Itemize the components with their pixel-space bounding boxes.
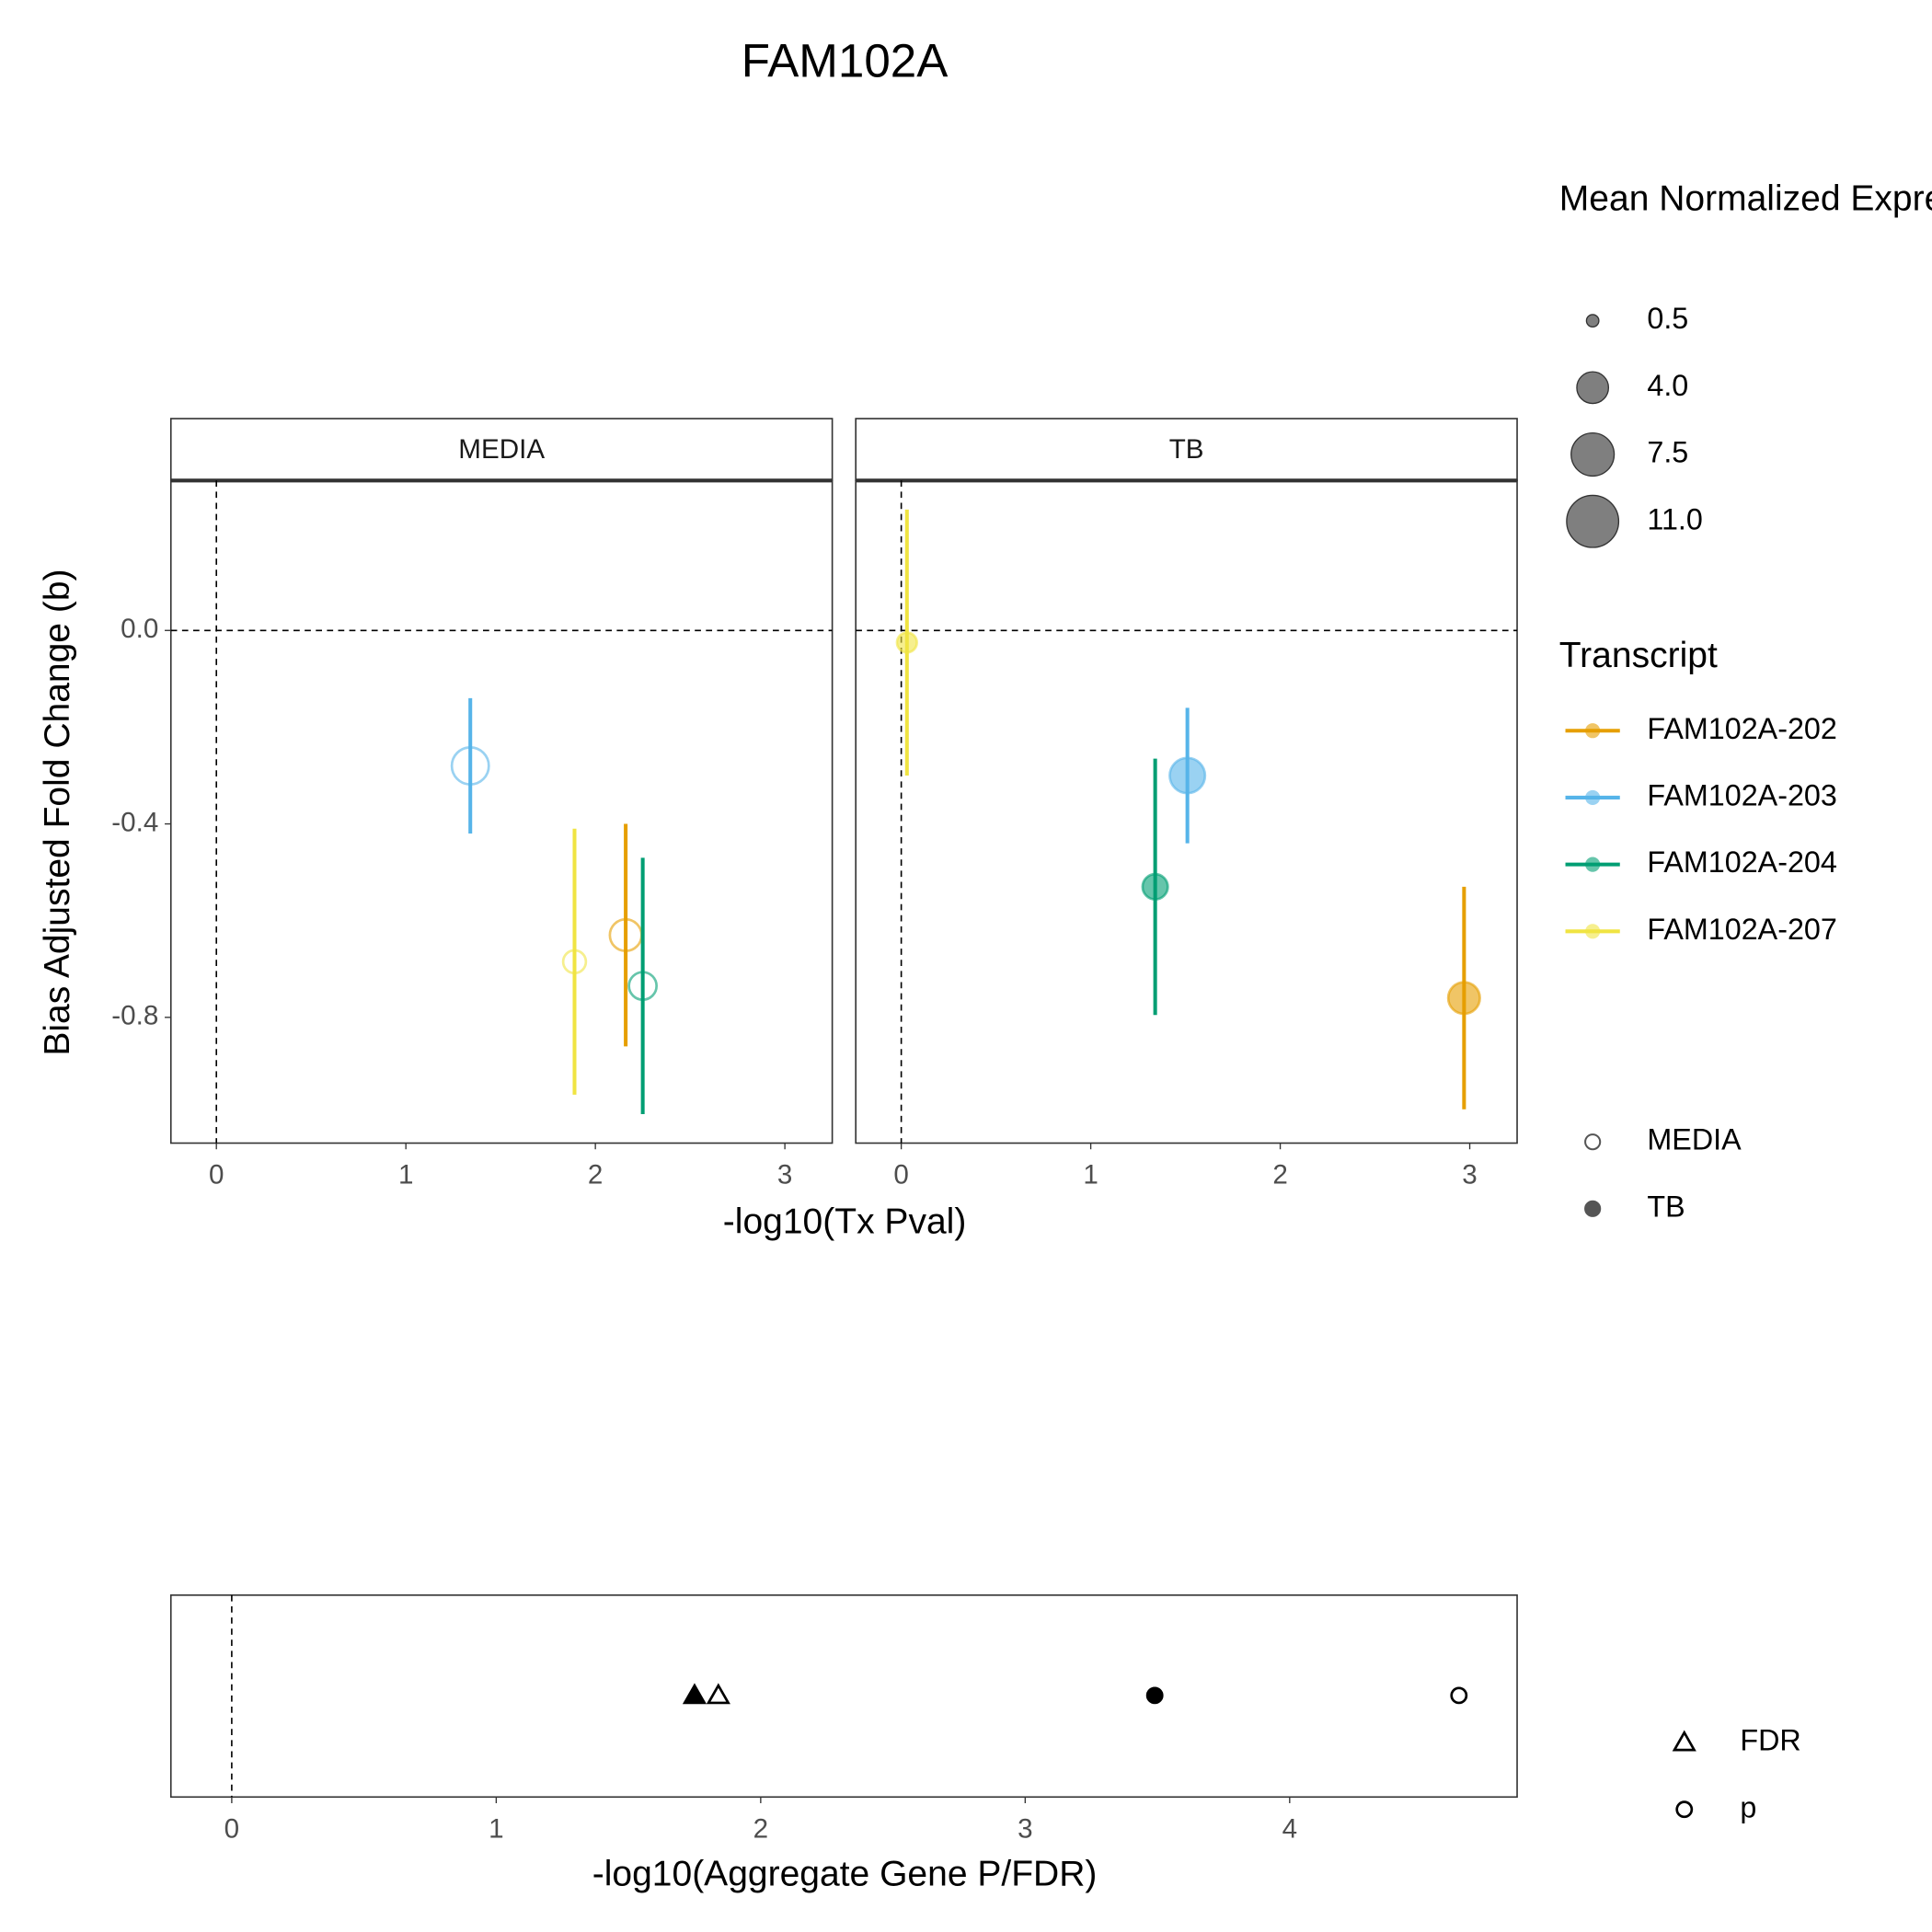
legend-label: FAM102A-203 <box>1647 778 1836 811</box>
legend-label: MEDIA <box>1647 1123 1742 1156</box>
legend-title: Transcript <box>1559 636 1718 675</box>
x-tick-label: 3 <box>777 1160 792 1190</box>
x-axis-title: -log10(Aggregate Gene P/FDR) <box>592 1855 1098 1894</box>
legend-key <box>1585 789 1601 805</box>
y-tick-label: -0.8 <box>111 1001 158 1031</box>
legend-label: FDR <box>1740 1724 1800 1757</box>
legend-key <box>1672 1730 1696 1752</box>
legend-key <box>1585 924 1601 939</box>
x-tick-label: 1 <box>398 1160 413 1190</box>
point <box>627 971 658 1001</box>
x-tick-label: 2 <box>753 1813 768 1844</box>
panel <box>169 479 834 1144</box>
point <box>450 746 490 786</box>
legend-key <box>1570 431 1616 477</box>
strip <box>169 418 834 482</box>
x-tick-label: 3 <box>1018 1813 1032 1844</box>
x-tick-label: 2 <box>588 1160 603 1190</box>
legend-label: p <box>1740 1790 1756 1823</box>
x-tick-label: 4 <box>1282 1813 1297 1844</box>
y-axis-title: Bias Adjusted Fold Change (b) <box>38 569 77 1055</box>
point <box>1141 872 1169 901</box>
x-tick-label: 0 <box>893 1160 908 1190</box>
legend-key <box>1675 1800 1694 1819</box>
legend-key <box>1584 1133 1602 1151</box>
legend-key <box>1585 314 1600 328</box>
legend-key <box>1585 723 1601 739</box>
legend-label: FAM102A-202 <box>1647 712 1836 745</box>
x-tick-label: 0 <box>209 1160 224 1190</box>
legend-key <box>1566 494 1620 548</box>
legend-label: 7.5 <box>1647 436 1688 469</box>
x-tick-label: 2 <box>1272 1160 1287 1190</box>
legend-label: 4.0 <box>1647 369 1688 402</box>
point <box>682 1683 707 1705</box>
chart-title: FAM102A <box>742 35 949 87</box>
panel <box>169 1594 1518 1799</box>
legend-key <box>1576 371 1610 405</box>
legend-label: FAM102A-207 <box>1647 913 1836 946</box>
panel <box>855 479 1518 1144</box>
legend-label: FAM102A-204 <box>1647 845 1836 879</box>
point <box>1168 756 1207 795</box>
strip-label: MEDIA <box>458 434 545 465</box>
point <box>1446 981 1481 1016</box>
point <box>706 1683 730 1705</box>
x-axis-title: -log10(Tx Pval) <box>723 1202 967 1241</box>
x-tick-label: 1 <box>489 1813 503 1844</box>
strip-label: TB <box>1169 434 1204 465</box>
legend-key <box>1584 1200 1602 1217</box>
legend-title: Mean Normalized Expression <box>1559 178 1932 218</box>
x-tick-label: 1 <box>1083 1160 1098 1190</box>
legend-key <box>1585 857 1601 872</box>
point <box>1450 1686 1468 1705</box>
legend-label: 11.0 <box>1647 502 1702 535</box>
strip <box>855 418 1518 482</box>
legend-label: 0.5 <box>1647 302 1688 335</box>
x-tick-label: 3 <box>1462 1160 1477 1190</box>
x-tick-label: 0 <box>224 1813 239 1844</box>
y-tick-label: 0.0 <box>121 614 158 644</box>
point <box>561 949 588 975</box>
legend-label: TB <box>1647 1190 1685 1223</box>
point <box>1145 1686 1164 1705</box>
point <box>895 631 918 654</box>
y-tick-label: -0.4 <box>111 807 158 837</box>
